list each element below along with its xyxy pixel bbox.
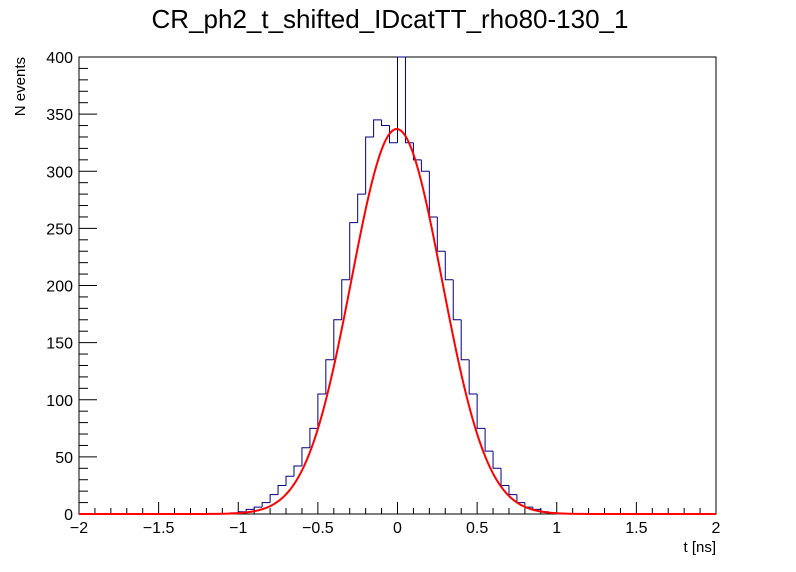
histogram-bin [285,475,294,486]
y-tick-label: 100 [46,393,73,410]
histogram-bin [468,359,478,395]
x-tick-label: −1 [229,520,247,537]
histogram-bin [412,142,422,161]
histogram-bin [436,216,446,252]
fit-series [79,128,716,515]
y-tick-label: 0 [64,507,73,524]
histogram-bin [245,508,255,512]
gaussian-fit-line [79,128,716,515]
histogram-bin [428,171,438,218]
chart-title: CR_ph2_t_shifted_IDcatTT_rho80-130_1 [152,4,629,34]
histogram-bin [373,119,382,137]
histogram-bin [269,494,279,503]
histogram-bin [357,193,366,223]
histogram-bin [325,359,334,395]
x-tick-label: −2 [70,520,88,537]
histogram-bin [500,468,509,486]
y-tick-label: 400 [46,50,73,67]
histogram-bin [492,451,502,469]
histogram-bin [381,119,390,127]
x-tick-label: 1.5 [625,520,647,537]
histogram-bin [444,251,454,281]
y-axis-label: N events [12,57,29,116]
histogram-bin [349,222,358,280]
histogram-bin [333,319,342,360]
histogram-bin [452,279,462,321]
y-tick-label: 200 [46,279,73,296]
x-tick-label: 0 [393,520,402,537]
y-tick-label: 300 [46,164,73,181]
histogram-bin [301,447,310,467]
y-tick-label: 350 [46,107,73,124]
histogram-series [206,56,589,515]
y-tick-label: 50 [55,450,73,467]
x-axis-label: t [ns] [683,539,716,556]
x-tick-label: 0.5 [466,520,488,537]
histogram-bin [484,428,494,452]
y-axis: 0 50 100 150 200 250 300 350 400 [46,50,97,524]
histogram-bin [460,319,470,361]
y-tick-label: 250 [46,221,73,238]
histogram-bin [508,485,517,496]
histogram-bin [277,484,287,495]
x-tick-label: −0.5 [302,520,334,537]
x-tick-label: 2 [712,520,721,537]
x-tick-label: −1.5 [143,520,175,537]
histogram-bin [476,394,486,429]
x-tick-label: 1 [552,520,561,537]
histogram-bin [293,465,302,477]
histogram-bin [317,393,326,429]
histogram-bin [261,502,271,508]
histogram-bin [516,494,525,504]
histogram-bin [420,159,430,172]
histogram-bin [404,57,414,144]
histogram-bin [341,279,350,320]
histogram-bin [397,56,406,143]
y-tick-label: 150 [46,336,73,353]
histogram-bin [389,125,398,144]
histogram-bin [253,506,263,510]
histogram-bin [309,427,318,448]
x-axis: −2 −1.5 −1 −0.5 0 0.5 1 1.5 2 [70,502,721,537]
histogram-bin [365,136,374,195]
